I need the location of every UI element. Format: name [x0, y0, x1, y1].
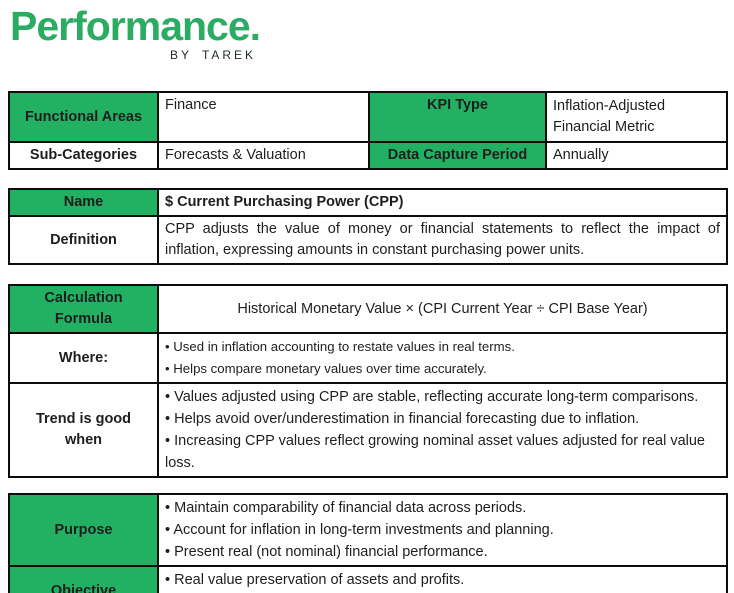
functional-areas-value: Finance	[157, 91, 370, 143]
definition-value: CPP adjusts the value of money or financ…	[157, 215, 728, 265]
data-capture-period-value: Annually	[545, 141, 728, 170]
where-label: Where:	[8, 332, 159, 384]
trend-bullet-list: Values adjusted using CPP are stable, re…	[157, 382, 728, 478]
identity-table: Name $ Current Purchasing Power (CPP) De…	[8, 188, 728, 265]
table-row: Purpose Maintain comparability of financ…	[8, 493, 728, 567]
list-item: Increasing CPP values reflect growing no…	[165, 430, 720, 474]
calculation-formula-label: Calculation Formula	[8, 284, 159, 334]
sub-categories-label: Sub-Categories	[8, 141, 159, 170]
purpose-label: Purpose	[8, 493, 159, 567]
purpose-bullet-list: Maintain comparability of financial data…	[157, 493, 728, 567]
list-item: Values adjusted using CPP are stable, re…	[165, 386, 720, 408]
kpi-name-value: $ Current Purchasing Power (CPP)	[157, 188, 728, 217]
name-label: Name	[8, 188, 159, 217]
calculation-formula-value: Historical Monetary Value × (CPI Current…	[157, 284, 728, 334]
brand-wordmark: Performance.	[10, 3, 261, 49]
overview-table: Functional Areas Finance KPI Type Inflat…	[8, 91, 728, 170]
table-row: Functional Areas Finance KPI Type Inflat…	[8, 91, 728, 143]
trend-good-label: Trend is good when	[8, 382, 159, 478]
functional-areas-label: Functional Areas	[8, 91, 159, 143]
definition-label: Definition	[8, 215, 159, 265]
list-item: Real value preservation of assets and pr…	[165, 569, 720, 591]
table-row: Trend is good when Values adjusted using…	[8, 382, 728, 478]
table-row: Name $ Current Purchasing Power (CPP)	[8, 188, 728, 217]
table-row: Calculation Formula Historical Monetary …	[8, 284, 728, 334]
objective-bullet-list: Real value preservation of assets and pr…	[157, 565, 728, 593]
kpi-type-value: Inflation-Adjusted Financial Metric	[545, 91, 728, 143]
sub-categories-value: Forecasts & Valuation	[157, 141, 370, 170]
list-item: Account for inflation in long-term inves…	[165, 519, 720, 541]
brand-byline: BY TAREK	[170, 48, 257, 62]
brand-logo: Performance. BY TAREK	[10, 3, 261, 63]
where-bullet-list: Used in inflation accounting to restate …	[157, 332, 728, 384]
list-item: Maintain comparability of financial data…	[165, 497, 720, 519]
table-row: Objective Measured Real value preservati…	[8, 565, 728, 593]
table-row: Sub-Categories Forecasts & Valuation Dat…	[8, 141, 728, 170]
list-item: Helps compare monetary values over time …	[165, 358, 720, 380]
kpi-type-label: KPI Type	[368, 91, 547, 143]
data-capture-period-label: Data Capture Period	[368, 141, 547, 170]
list-item: Used in inflation accounting to restate …	[165, 336, 720, 358]
table-row: Definition CPP adjusts the value of mone…	[8, 215, 728, 265]
list-item: Helps avoid over/underestimation in fina…	[165, 408, 720, 430]
table-row: Where: Used in inflation accounting to r…	[8, 332, 728, 384]
list-item: Present real (not nominal) financial per…	[165, 541, 720, 563]
objective-measured-label: Objective Measured	[8, 565, 159, 593]
calculation-table: Calculation Formula Historical Monetary …	[8, 284, 728, 478]
purpose-table: Purpose Maintain comparability of financ…	[8, 493, 728, 593]
